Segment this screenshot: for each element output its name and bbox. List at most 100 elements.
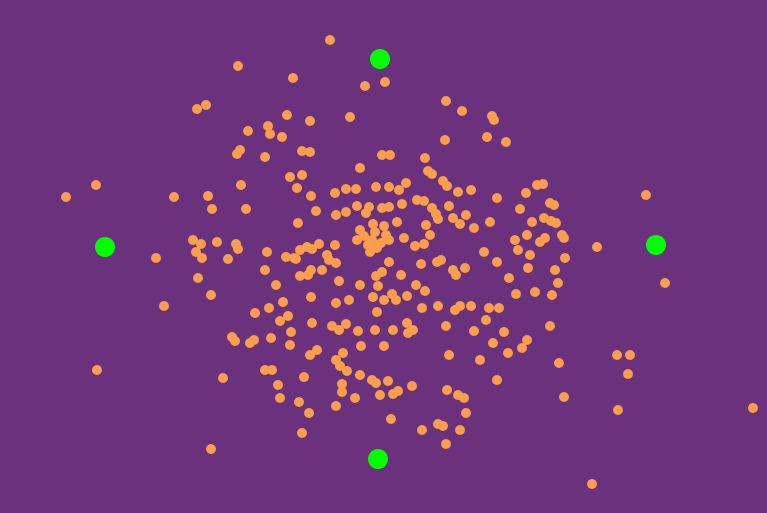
particle bbox=[461, 210, 471, 220]
particle bbox=[263, 121, 273, 131]
particle bbox=[460, 263, 470, 273]
particle bbox=[352, 201, 362, 211]
particle bbox=[379, 295, 389, 305]
particle bbox=[525, 250, 535, 260]
particle bbox=[330, 188, 340, 198]
particle bbox=[482, 132, 492, 142]
particle bbox=[277, 132, 287, 142]
particle bbox=[475, 355, 485, 365]
particle bbox=[379, 221, 389, 231]
particle bbox=[501, 137, 511, 147]
particle bbox=[436, 255, 446, 265]
particle bbox=[455, 425, 465, 435]
particle bbox=[388, 325, 398, 335]
particle bbox=[660, 278, 670, 288]
particle bbox=[281, 252, 291, 262]
particle bbox=[337, 379, 347, 389]
particle bbox=[260, 365, 270, 375]
particle bbox=[397, 199, 407, 209]
particle bbox=[522, 230, 532, 240]
particle bbox=[233, 244, 243, 254]
particle bbox=[335, 361, 345, 371]
particle bbox=[488, 338, 498, 348]
particle bbox=[341, 184, 351, 194]
particle bbox=[297, 170, 307, 180]
particle bbox=[201, 100, 211, 110]
particle bbox=[425, 230, 435, 240]
particle bbox=[351, 184, 361, 194]
particle bbox=[427, 169, 437, 179]
particle bbox=[337, 387, 347, 397]
particle bbox=[384, 182, 394, 192]
particle bbox=[433, 214, 443, 224]
particle bbox=[513, 245, 523, 255]
particle bbox=[407, 381, 417, 391]
particle bbox=[373, 281, 383, 291]
particle bbox=[297, 428, 307, 438]
particle bbox=[206, 444, 216, 454]
particle bbox=[403, 328, 413, 338]
particle bbox=[503, 348, 513, 358]
particle bbox=[521, 188, 531, 198]
particle bbox=[402, 291, 412, 301]
particle bbox=[159, 301, 169, 311]
particle bbox=[444, 201, 454, 211]
particle bbox=[485, 217, 495, 227]
target-node[interactable] bbox=[370, 49, 390, 69]
particle bbox=[554, 358, 564, 368]
particle bbox=[375, 390, 385, 400]
particle bbox=[540, 233, 550, 243]
particle bbox=[338, 348, 348, 358]
particle bbox=[441, 321, 451, 331]
particle bbox=[344, 295, 354, 305]
particle bbox=[91, 180, 101, 190]
particle bbox=[368, 219, 378, 229]
particle bbox=[385, 150, 395, 160]
particle bbox=[510, 235, 520, 245]
particle bbox=[469, 326, 479, 336]
particle bbox=[265, 129, 275, 139]
particle bbox=[345, 112, 355, 122]
particle bbox=[288, 73, 298, 83]
particle bbox=[440, 135, 450, 145]
particle bbox=[623, 369, 633, 379]
particle bbox=[391, 295, 401, 305]
particle bbox=[461, 408, 471, 418]
particle bbox=[355, 280, 365, 290]
particle bbox=[223, 254, 233, 264]
particle bbox=[545, 321, 555, 331]
particle bbox=[311, 206, 321, 216]
particle bbox=[448, 213, 458, 223]
particle bbox=[372, 307, 382, 317]
particle bbox=[264, 303, 274, 313]
particle bbox=[230, 336, 240, 346]
particle bbox=[527, 217, 537, 227]
particle bbox=[641, 190, 651, 200]
particle bbox=[356, 341, 366, 351]
particle bbox=[538, 179, 548, 189]
particle bbox=[380, 77, 390, 87]
particle bbox=[304, 408, 314, 418]
target-node[interactable] bbox=[95, 237, 115, 257]
particle bbox=[481, 315, 491, 325]
particle bbox=[206, 290, 216, 300]
particle bbox=[341, 207, 351, 217]
particle bbox=[368, 292, 378, 302]
particle bbox=[303, 270, 313, 280]
particle bbox=[283, 311, 293, 321]
particle bbox=[386, 414, 396, 424]
target-node[interactable] bbox=[646, 235, 666, 255]
particle bbox=[312, 345, 322, 355]
particle bbox=[151, 253, 161, 263]
particle bbox=[262, 247, 272, 257]
particle bbox=[371, 182, 381, 192]
particle bbox=[399, 233, 409, 243]
particle bbox=[377, 150, 387, 160]
particle bbox=[392, 217, 402, 227]
particle bbox=[377, 267, 387, 277]
particle bbox=[410, 241, 420, 251]
particle bbox=[394, 185, 404, 195]
target-node[interactable] bbox=[368, 449, 388, 469]
particle bbox=[291, 254, 301, 264]
